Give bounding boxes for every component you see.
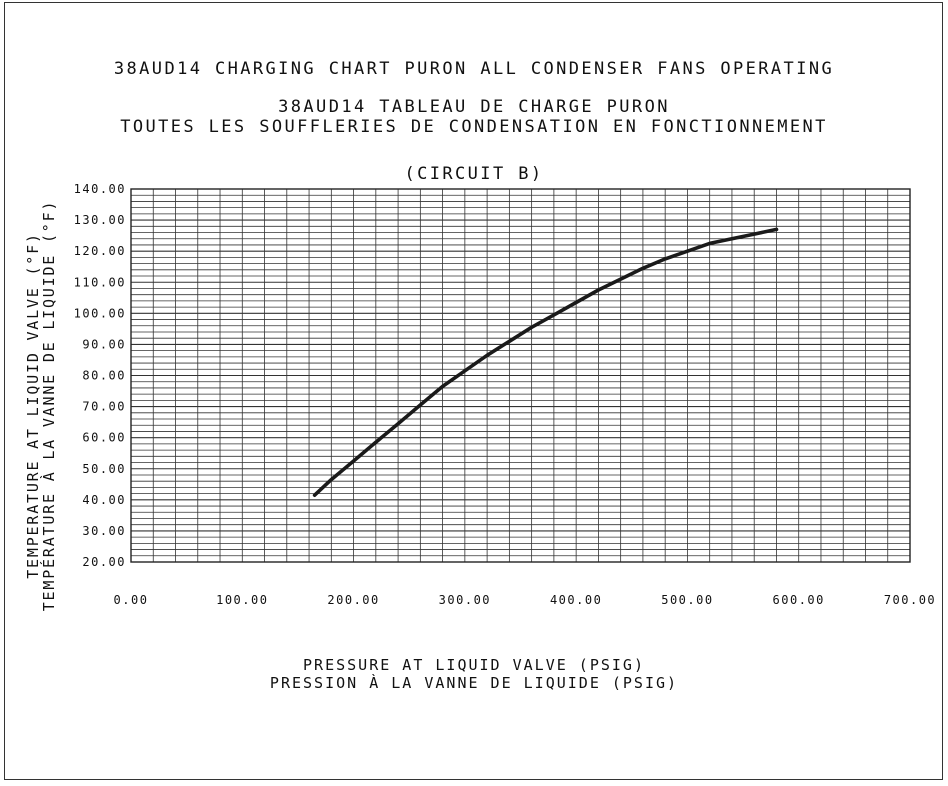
x-tick-label: 700.00 bbox=[884, 593, 936, 607]
chart-title: 38AUD14 CHARGING CHART PURON ALL CONDENS… bbox=[113, 59, 835, 79]
circuit-label: (CIRCUIT B) bbox=[404, 164, 544, 184]
y-tick-label: 40.00 bbox=[82, 493, 126, 507]
charging-curve bbox=[312, 227, 779, 498]
y-tick-label: 30.00 bbox=[82, 524, 126, 538]
y-tick-label: 120.00 bbox=[74, 244, 126, 258]
x-axis-label-french: PRESSION À LA VANNE DE LIQUIDE (PSIG) bbox=[269, 674, 679, 692]
x-axis-label-english: PRESSURE AT LIQUID VALVE (PSIG) bbox=[303, 656, 645, 674]
y-tick-label: 80.00 bbox=[82, 369, 126, 383]
y-tick-label: 110.00 bbox=[74, 275, 126, 289]
y-tick-label: 70.00 bbox=[82, 400, 126, 414]
chart-subtitle-fans: TOUTES LES SOUFFLERIES DE CONDENSATION E… bbox=[120, 117, 828, 137]
x-tick-label: 400.00 bbox=[550, 593, 602, 607]
y-tick-label: 130.00 bbox=[74, 213, 126, 227]
plot-border bbox=[130, 188, 911, 563]
chart-subtitle-french: 38AUD14 TABLEAU DE CHARGE PURON bbox=[278, 97, 670, 117]
y-tick-label: 100.00 bbox=[74, 306, 126, 320]
chart-frame bbox=[4, 2, 943, 780]
x-tick-label: 0.00 bbox=[114, 593, 149, 607]
x-tick-label: 100.00 bbox=[216, 593, 268, 607]
x-tick-label: 600.00 bbox=[773, 593, 825, 607]
y-axis-labels: TEMPERATURE AT LIQUID VALVE (°F) TEMPÉRA… bbox=[24, 200, 58, 612]
grid bbox=[130, 188, 911, 563]
x-tick-label: 300.00 bbox=[439, 593, 491, 607]
y-axis-label-french: TEMPÉRATURE À LA VANNE DE LIQUIDE (°F) bbox=[39, 200, 58, 612]
y-axis-label-english: TEMPERATURE AT LIQUID VALVE (°F) bbox=[24, 232, 42, 579]
data-series bbox=[312, 227, 779, 498]
x-tick-label: 200.00 bbox=[327, 593, 379, 607]
tick-labels: 20.00 30.00 40.00 50.00 60.00 70.00 80.00 90.00… bbox=[74, 182, 936, 607]
y-tick-label: 50.00 bbox=[82, 462, 126, 476]
y-tick-label: 60.00 bbox=[82, 431, 126, 445]
y-tick-label: 20.00 bbox=[82, 555, 126, 569]
y-tick-label: 90.00 bbox=[82, 337, 126, 351]
y-tick-label: 140.00 bbox=[74, 182, 126, 196]
x-tick-label: 500.00 bbox=[661, 593, 713, 607]
